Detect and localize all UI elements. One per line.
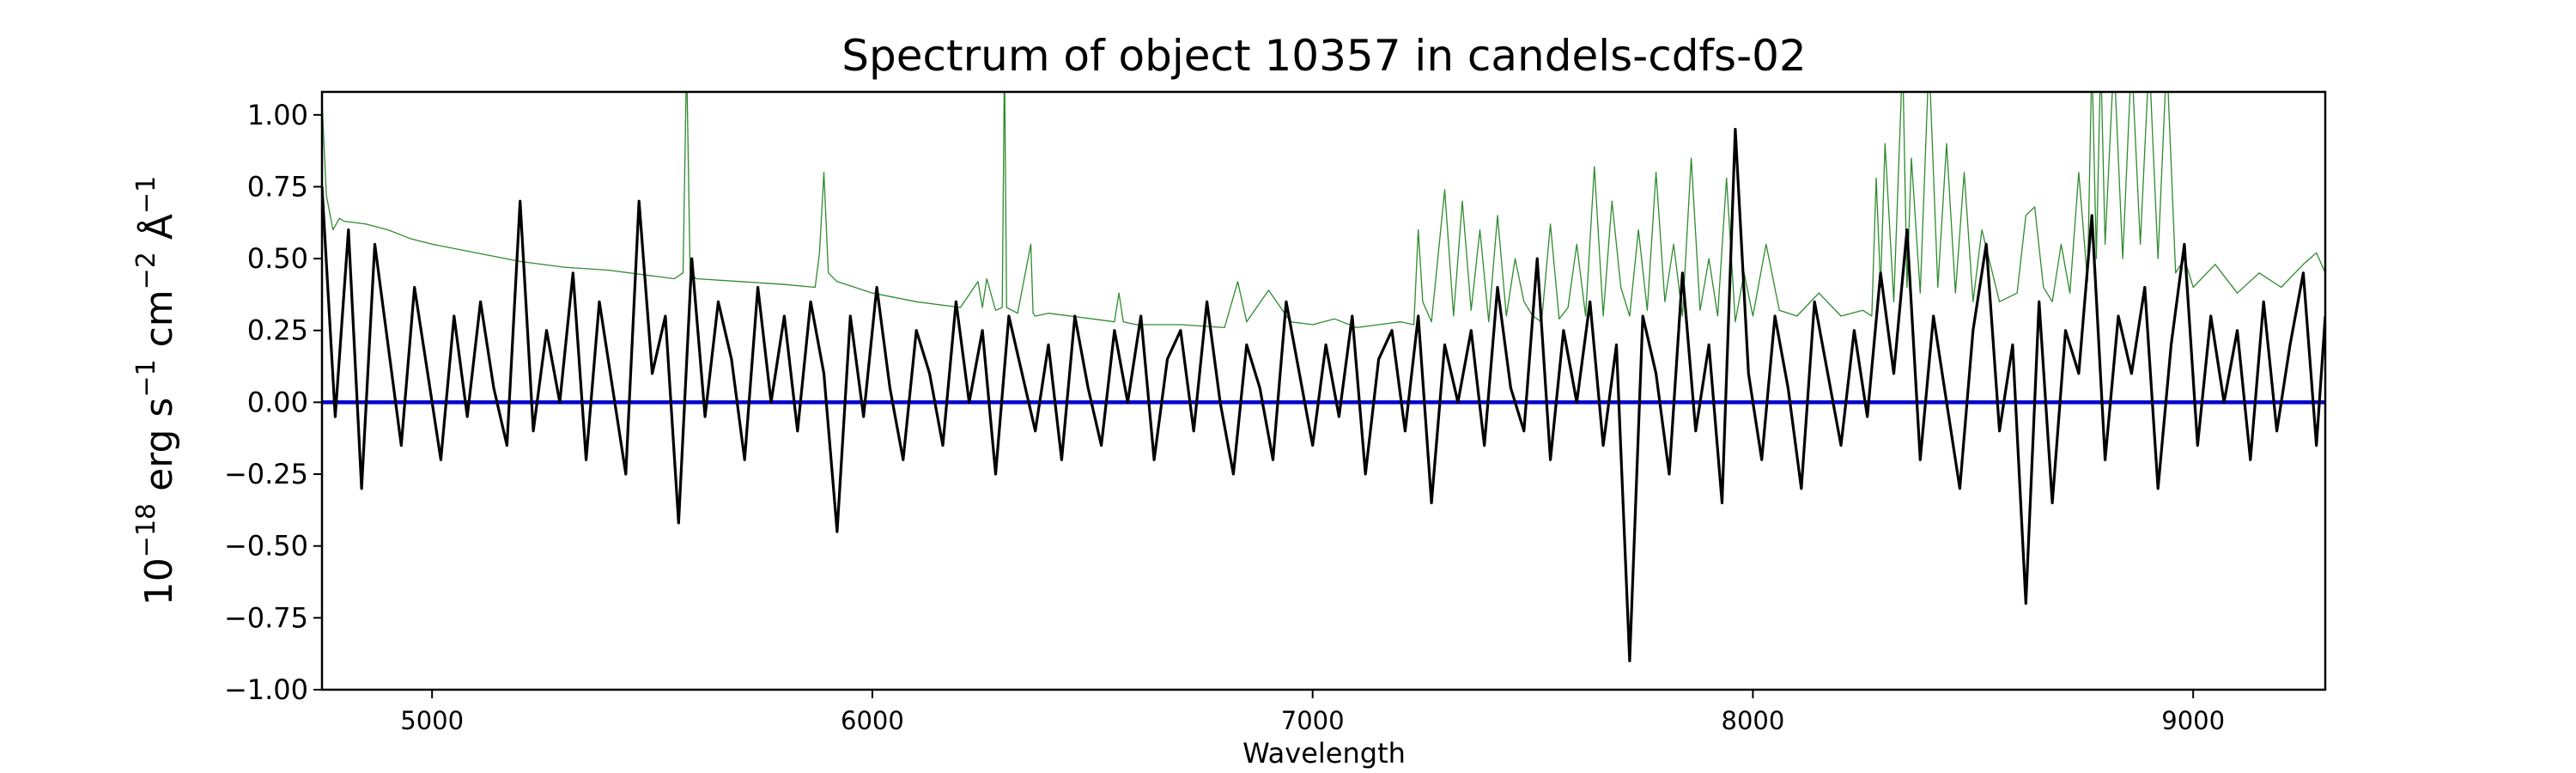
x-tick-label: 9000: [2161, 706, 2225, 735]
y-tick-label: −0.50: [224, 530, 308, 563]
x-tick-label: 7000: [1281, 706, 1345, 735]
y-axis: −1.00 −0.75 −0.50 −0.25 0.00 0.25 0.50 0.75 1.00: [224, 99, 322, 706]
y-tick-label: 0.50: [247, 242, 308, 275]
y-tick-label: −0.25: [224, 458, 308, 490]
series-line-model: [322, 92, 2325, 329]
y-label-unit1: erg s: [137, 398, 181, 503]
y-label-exp2: −1: [131, 359, 161, 397]
y-label-exp3: −2: [131, 252, 161, 289]
x-axis-label: Wavelength: [1242, 737, 1406, 770]
y-tick-label: 0.75: [247, 170, 308, 203]
chart-title: Spectrum of object 10357 in candels-cdfs…: [841, 31, 1807, 81]
y-tick-label: −0.75: [224, 601, 308, 634]
y-label-exp4: −1: [131, 176, 161, 214]
y-label-base: 10: [137, 557, 181, 606]
series-line-flux: [322, 127, 2325, 663]
y-label-exp1: −18: [131, 503, 161, 557]
y-label-unit2: cm: [137, 289, 181, 359]
y-tick-label: −1.00: [224, 673, 308, 706]
x-axis: 5000 6000 7000 8000 9000: [400, 690, 2225, 735]
plot-frame: [320, 90, 2327, 691]
x-tick-label: 8000: [1722, 706, 1785, 735]
y-tick-label: 0.00: [247, 386, 308, 418]
series-layer: [322, 92, 2325, 663]
y-axis-label: 10−18 erg s−1 cm−2 Å−1: [131, 176, 181, 606]
y-label-unit3: Å: [136, 214, 181, 252]
y-tick-label: 0.25: [247, 314, 308, 347]
x-tick-label: 6000: [841, 706, 904, 735]
y-tick-label: 1.00: [247, 99, 308, 131]
x-tick-label: 5000: [400, 706, 464, 735]
